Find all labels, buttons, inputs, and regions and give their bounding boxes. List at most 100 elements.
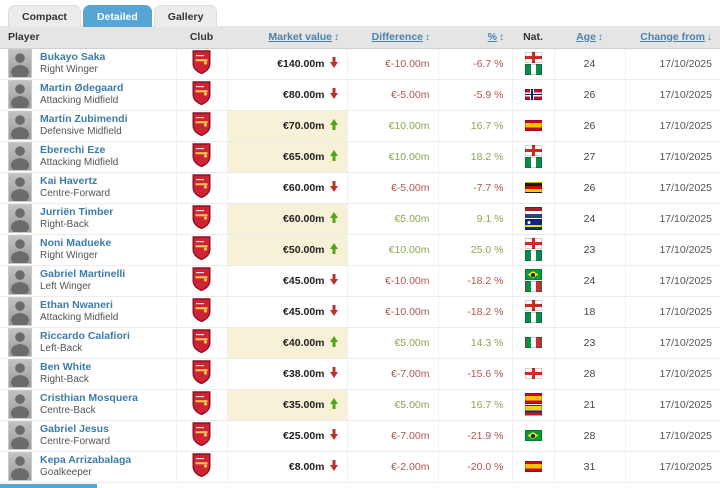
trend-arrow-icon bbox=[330, 88, 339, 99]
player-position: Attacking Midfield bbox=[40, 311, 119, 323]
player-name-link[interactable]: Jurriën Timber bbox=[40, 205, 114, 218]
market-value: €38.00m bbox=[283, 368, 325, 380]
player-photo[interactable] bbox=[8, 390, 32, 419]
arsenal-crest-icon[interactable] bbox=[192, 235, 211, 264]
player-photo[interactable] bbox=[8, 421, 32, 450]
player-name-link[interactable]: Kepa Arrizabalaga bbox=[40, 453, 132, 466]
market-value-cell: €60.00m bbox=[226, 172, 347, 204]
age-cell: 26 bbox=[553, 172, 625, 204]
age-cell: 28 bbox=[553, 358, 625, 390]
age-cell: 26 bbox=[553, 79, 625, 111]
arsenal-crest-icon[interactable] bbox=[192, 111, 211, 140]
player-photo[interactable] bbox=[8, 297, 32, 326]
player-position: Goalkeeper bbox=[40, 466, 92, 478]
header-difference-link[interactable]: Difference bbox=[371, 30, 423, 43]
player-cell: Martin Ødegaard Attacking Midfield bbox=[0, 79, 176, 111]
arsenal-crest-icon[interactable] bbox=[192, 173, 211, 202]
player-photo[interactable] bbox=[8, 80, 32, 109]
tab-compact[interactable]: Compact bbox=[8, 5, 81, 27]
player-cell: Ben White Right-Back bbox=[0, 358, 176, 390]
club-cell bbox=[175, 389, 227, 421]
sort-icon-active-desc[interactable]: ↓ bbox=[707, 31, 712, 43]
header-change-from[interactable]: Change from ↓ bbox=[625, 26, 720, 49]
player-cell: Gabriel Jesus Centre-Forward bbox=[0, 420, 176, 452]
player-name-link[interactable]: Gabriel Martinelli bbox=[40, 267, 126, 280]
change-from-date-cell: 17/10/2025 bbox=[624, 141, 720, 173]
arsenal-crest-icon[interactable] bbox=[192, 266, 211, 295]
arsenal-crest-icon[interactable] bbox=[192, 80, 211, 109]
age-cell: 27 bbox=[553, 141, 625, 173]
age-cell: 18 bbox=[553, 296, 625, 328]
player-photo[interactable] bbox=[8, 359, 32, 388]
arsenal-crest-icon[interactable] bbox=[192, 204, 211, 233]
market-value: €60.00m bbox=[283, 182, 325, 194]
market-value-cell: €80.00m bbox=[226, 79, 347, 111]
header-market-value[interactable]: Market value ↕ bbox=[227, 26, 347, 49]
market-value: €25.00m bbox=[283, 430, 325, 442]
player-photo[interactable] bbox=[8, 111, 32, 140]
player-position: Defensive Midfield bbox=[40, 125, 122, 137]
arsenal-crest-icon[interactable] bbox=[192, 49, 211, 78]
market-value-cell: €25.00m bbox=[226, 420, 347, 452]
player-name-link[interactable]: Gabriel Jesus bbox=[40, 422, 109, 435]
arsenal-crest-icon[interactable] bbox=[192, 297, 211, 326]
table-header-row: Player Club Market value ↕ Difference ↕ % ↕… bbox=[0, 26, 720, 49]
arsenal-crest-icon[interactable] bbox=[192, 421, 211, 450]
arsenal-crest-icon[interactable] bbox=[192, 359, 211, 388]
header-market-value-link[interactable]: Market value bbox=[268, 30, 332, 43]
trend-arrow-icon bbox=[330, 367, 339, 378]
club-cell bbox=[175, 327, 227, 359]
player-name-link[interactable]: Cristhian Mosquera bbox=[40, 391, 139, 404]
header-age[interactable]: Age ↕ bbox=[554, 26, 625, 49]
table-row: Martin Ødegaard Attacking Midfield €80.0… bbox=[0, 79, 720, 111]
sort-icon[interactable]: ↕ bbox=[597, 31, 603, 43]
header-change-from-link[interactable]: Change from bbox=[640, 30, 705, 43]
tab-gallery[interactable]: Gallery bbox=[153, 5, 218, 27]
change-from-date-cell: 17/10/2025 bbox=[624, 48, 720, 80]
player-name-link[interactable]: Eberechi Eze bbox=[40, 143, 106, 156]
sort-icon[interactable]: ↕ bbox=[499, 31, 504, 43]
player-photo[interactable] bbox=[8, 173, 32, 202]
player-photo[interactable] bbox=[8, 266, 32, 295]
player-name-link[interactable]: Martín Zubimendi bbox=[40, 112, 128, 125]
header-percent-link[interactable]: % bbox=[487, 30, 497, 43]
player-photo[interactable] bbox=[8, 328, 32, 357]
player-name-link[interactable]: Ben White bbox=[40, 360, 92, 373]
sort-icon[interactable]: ↕ bbox=[425, 31, 430, 43]
market-value: €50.00m bbox=[283, 244, 325, 256]
player-photo[interactable] bbox=[8, 204, 32, 233]
market-value: €80.00m bbox=[283, 89, 325, 101]
header-age-link[interactable]: Age bbox=[576, 30, 596, 43]
trend-arrow-icon bbox=[330, 274, 339, 285]
player-photo[interactable] bbox=[8, 452, 32, 481]
arsenal-crest-icon[interactable] bbox=[192, 452, 211, 481]
market-value-cell: €45.00m bbox=[226, 265, 347, 297]
age-cell: 23 bbox=[553, 234, 625, 266]
player-photo[interactable] bbox=[8, 235, 32, 264]
player-position: Right-Back bbox=[40, 218, 89, 230]
table-row: Ethan Nwaneri Attacking Midfield €45.00m… bbox=[0, 296, 720, 328]
player-name-link[interactable]: Kai Havertz bbox=[40, 174, 98, 187]
player-name-link[interactable]: Noni Madueke bbox=[40, 236, 112, 249]
player-name-link[interactable]: Ethan Nwaneri bbox=[40, 298, 113, 311]
header-percent[interactable]: % ↕ bbox=[438, 26, 512, 49]
percent-cell: 16.7 % bbox=[437, 110, 512, 142]
arsenal-crest-icon[interactable] bbox=[192, 142, 211, 171]
player-name-link[interactable]: Bukayo Saka bbox=[40, 50, 106, 63]
player-name-link[interactable]: Martin Ødegaard bbox=[40, 81, 124, 94]
player-name-link[interactable]: Riccardo Calafiori bbox=[40, 329, 130, 342]
percent-cell: -21.9 % bbox=[437, 420, 512, 452]
tab-detailed[interactable]: Detailed bbox=[82, 5, 152, 27]
header-difference[interactable]: Difference ↕ bbox=[347, 26, 438, 49]
table-row: Jurriën Timber Right-Back €60.00m €5.00m bbox=[0, 203, 720, 235]
arsenal-crest-icon[interactable] bbox=[192, 328, 211, 357]
arsenal-crest-icon[interactable] bbox=[192, 390, 211, 419]
header-player: Player bbox=[0, 26, 176, 49]
player-photo[interactable] bbox=[8, 142, 32, 171]
sort-icon[interactable]: ↕ bbox=[334, 31, 339, 43]
table-row: Gabriel Martinelli Left Winger €45.00m €… bbox=[0, 265, 720, 297]
player-position: Centre-Forward bbox=[40, 187, 111, 199]
difference-cell: €5.00m bbox=[346, 327, 438, 359]
player-photo[interactable] bbox=[8, 49, 32, 78]
